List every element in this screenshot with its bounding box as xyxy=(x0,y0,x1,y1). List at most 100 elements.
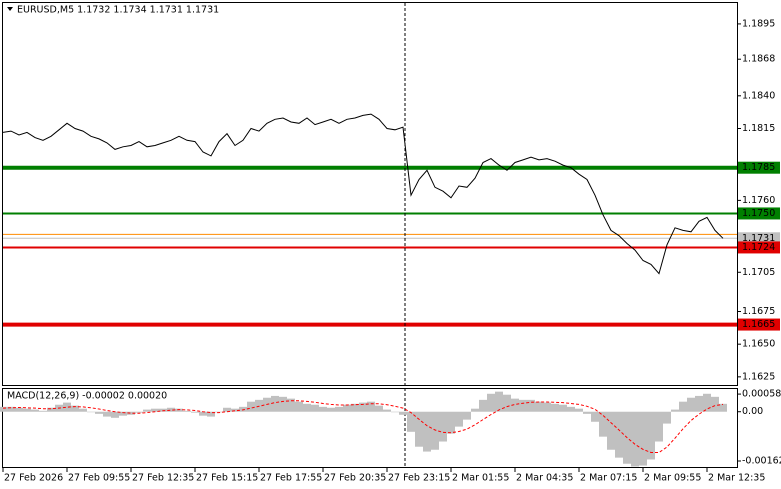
macd-bar xyxy=(199,411,207,416)
price-level-label: 1.1724 xyxy=(742,242,775,253)
macd-bar xyxy=(7,406,15,412)
macd-bar xyxy=(335,406,343,412)
macd-bar xyxy=(583,411,591,414)
x-tick-label: 2 Mar 09:55 xyxy=(644,473,701,484)
macd-bar xyxy=(247,401,255,412)
macd-bar xyxy=(503,394,511,412)
macd-bar xyxy=(295,401,303,412)
y-tick-label: 0.00058 xyxy=(742,389,781,400)
macd-bar xyxy=(111,411,119,418)
macd-bar xyxy=(615,411,623,458)
macd-bar xyxy=(319,406,327,412)
macd-bar xyxy=(711,396,719,412)
macd-bar xyxy=(663,411,671,424)
macd-bar xyxy=(207,411,215,417)
y-tick-label: -0.00162 xyxy=(742,456,781,467)
symbol-menu-arrow xyxy=(7,7,13,11)
macd-panel-frame xyxy=(2,388,738,468)
y-tick-label: 1.1868 xyxy=(742,54,775,65)
macd-bar xyxy=(191,411,199,413)
price-level-tag xyxy=(738,241,780,254)
macd-bar xyxy=(159,408,167,412)
macd-bar xyxy=(303,403,311,412)
macd-bar xyxy=(703,393,711,412)
macd-bar xyxy=(487,393,495,412)
macd-bar xyxy=(655,411,663,442)
price-level-tag xyxy=(738,232,780,245)
macd-bar xyxy=(567,406,575,412)
macd-bar xyxy=(223,407,231,412)
macd-bar xyxy=(103,411,111,417)
macd-bar xyxy=(479,399,487,412)
macd-bar xyxy=(399,411,407,415)
macd-panel xyxy=(0,391,727,467)
x-tick-label: 27 Feb 12:35 xyxy=(132,473,194,484)
macd-bar xyxy=(23,408,31,412)
macd-bar xyxy=(15,407,23,412)
price-panel xyxy=(2,3,724,468)
macd-bar xyxy=(31,409,39,412)
macd-bar xyxy=(287,398,295,412)
macd-bar xyxy=(687,397,695,412)
x-tick-label: 2 Mar 07:15 xyxy=(580,473,637,484)
macd-bar xyxy=(471,408,479,412)
macd-bar xyxy=(551,403,559,412)
macd-bar xyxy=(279,396,287,412)
macd-bar xyxy=(215,411,223,413)
x-tick-label: 27 Feb 20:35 xyxy=(324,473,386,484)
y-tick-label: 1.1760 xyxy=(742,195,775,206)
macd-bar xyxy=(679,401,687,412)
macd-bar xyxy=(183,410,191,412)
macd-bar xyxy=(607,411,615,450)
price-level-tag xyxy=(738,207,780,220)
macd-bar xyxy=(63,402,71,412)
macd-bar xyxy=(375,405,383,412)
macd-signal-line xyxy=(2,400,724,453)
macd-bar xyxy=(127,411,135,415)
macd-bar xyxy=(343,404,351,412)
price-level-label: 1.1785 xyxy=(742,162,775,173)
y-tick-label: 0.00 xyxy=(742,406,763,417)
macd-bar xyxy=(671,409,679,412)
macd-bar xyxy=(311,404,319,412)
macd-bar xyxy=(543,402,551,412)
chart-title: EURUSD,M5 1.1732 1.1734 1.1731 1.1731 xyxy=(17,5,219,16)
macd-bar xyxy=(639,411,647,466)
macd-bar xyxy=(415,411,423,447)
x-tick-label: 2 Mar 04:35 xyxy=(516,473,573,484)
y-tick-label: 1.1650 xyxy=(742,339,775,350)
macd-bar xyxy=(431,411,439,450)
macd-bar xyxy=(167,407,175,412)
macd-bar xyxy=(575,408,583,412)
macd-bar xyxy=(511,398,519,412)
y-tick-label: 1.1625 xyxy=(742,371,775,382)
price-panel-frame xyxy=(2,2,738,386)
macd-bar xyxy=(559,404,567,412)
x-tick-label: 2 Mar 12:35 xyxy=(708,473,765,484)
macd-bar xyxy=(135,411,143,413)
price-level-tag xyxy=(738,161,780,174)
macd-bar xyxy=(391,411,399,413)
price-line xyxy=(2,113,724,275)
macd-bar xyxy=(599,411,607,437)
price-level-tag xyxy=(738,318,780,331)
macd-bar xyxy=(175,408,183,412)
y-tick-label: 1.1705 xyxy=(742,267,775,278)
macd-bar xyxy=(591,411,599,422)
macd-bar xyxy=(495,391,503,412)
macd-bar xyxy=(351,403,359,412)
macd-bar xyxy=(39,410,47,412)
macd-bar xyxy=(695,395,703,412)
macd-bar xyxy=(95,411,103,414)
macd-bar xyxy=(447,411,455,434)
macd-bar xyxy=(423,411,431,452)
macd-bar xyxy=(647,411,655,460)
macd-bar xyxy=(527,399,535,412)
levels xyxy=(3,165,737,327)
y-tick-label: 1.1815 xyxy=(742,123,775,134)
macd-bar xyxy=(367,401,375,412)
x-tick-label: 27 Feb 17:55 xyxy=(260,473,322,484)
macd-bar xyxy=(439,411,447,442)
macd-bar xyxy=(407,411,415,432)
